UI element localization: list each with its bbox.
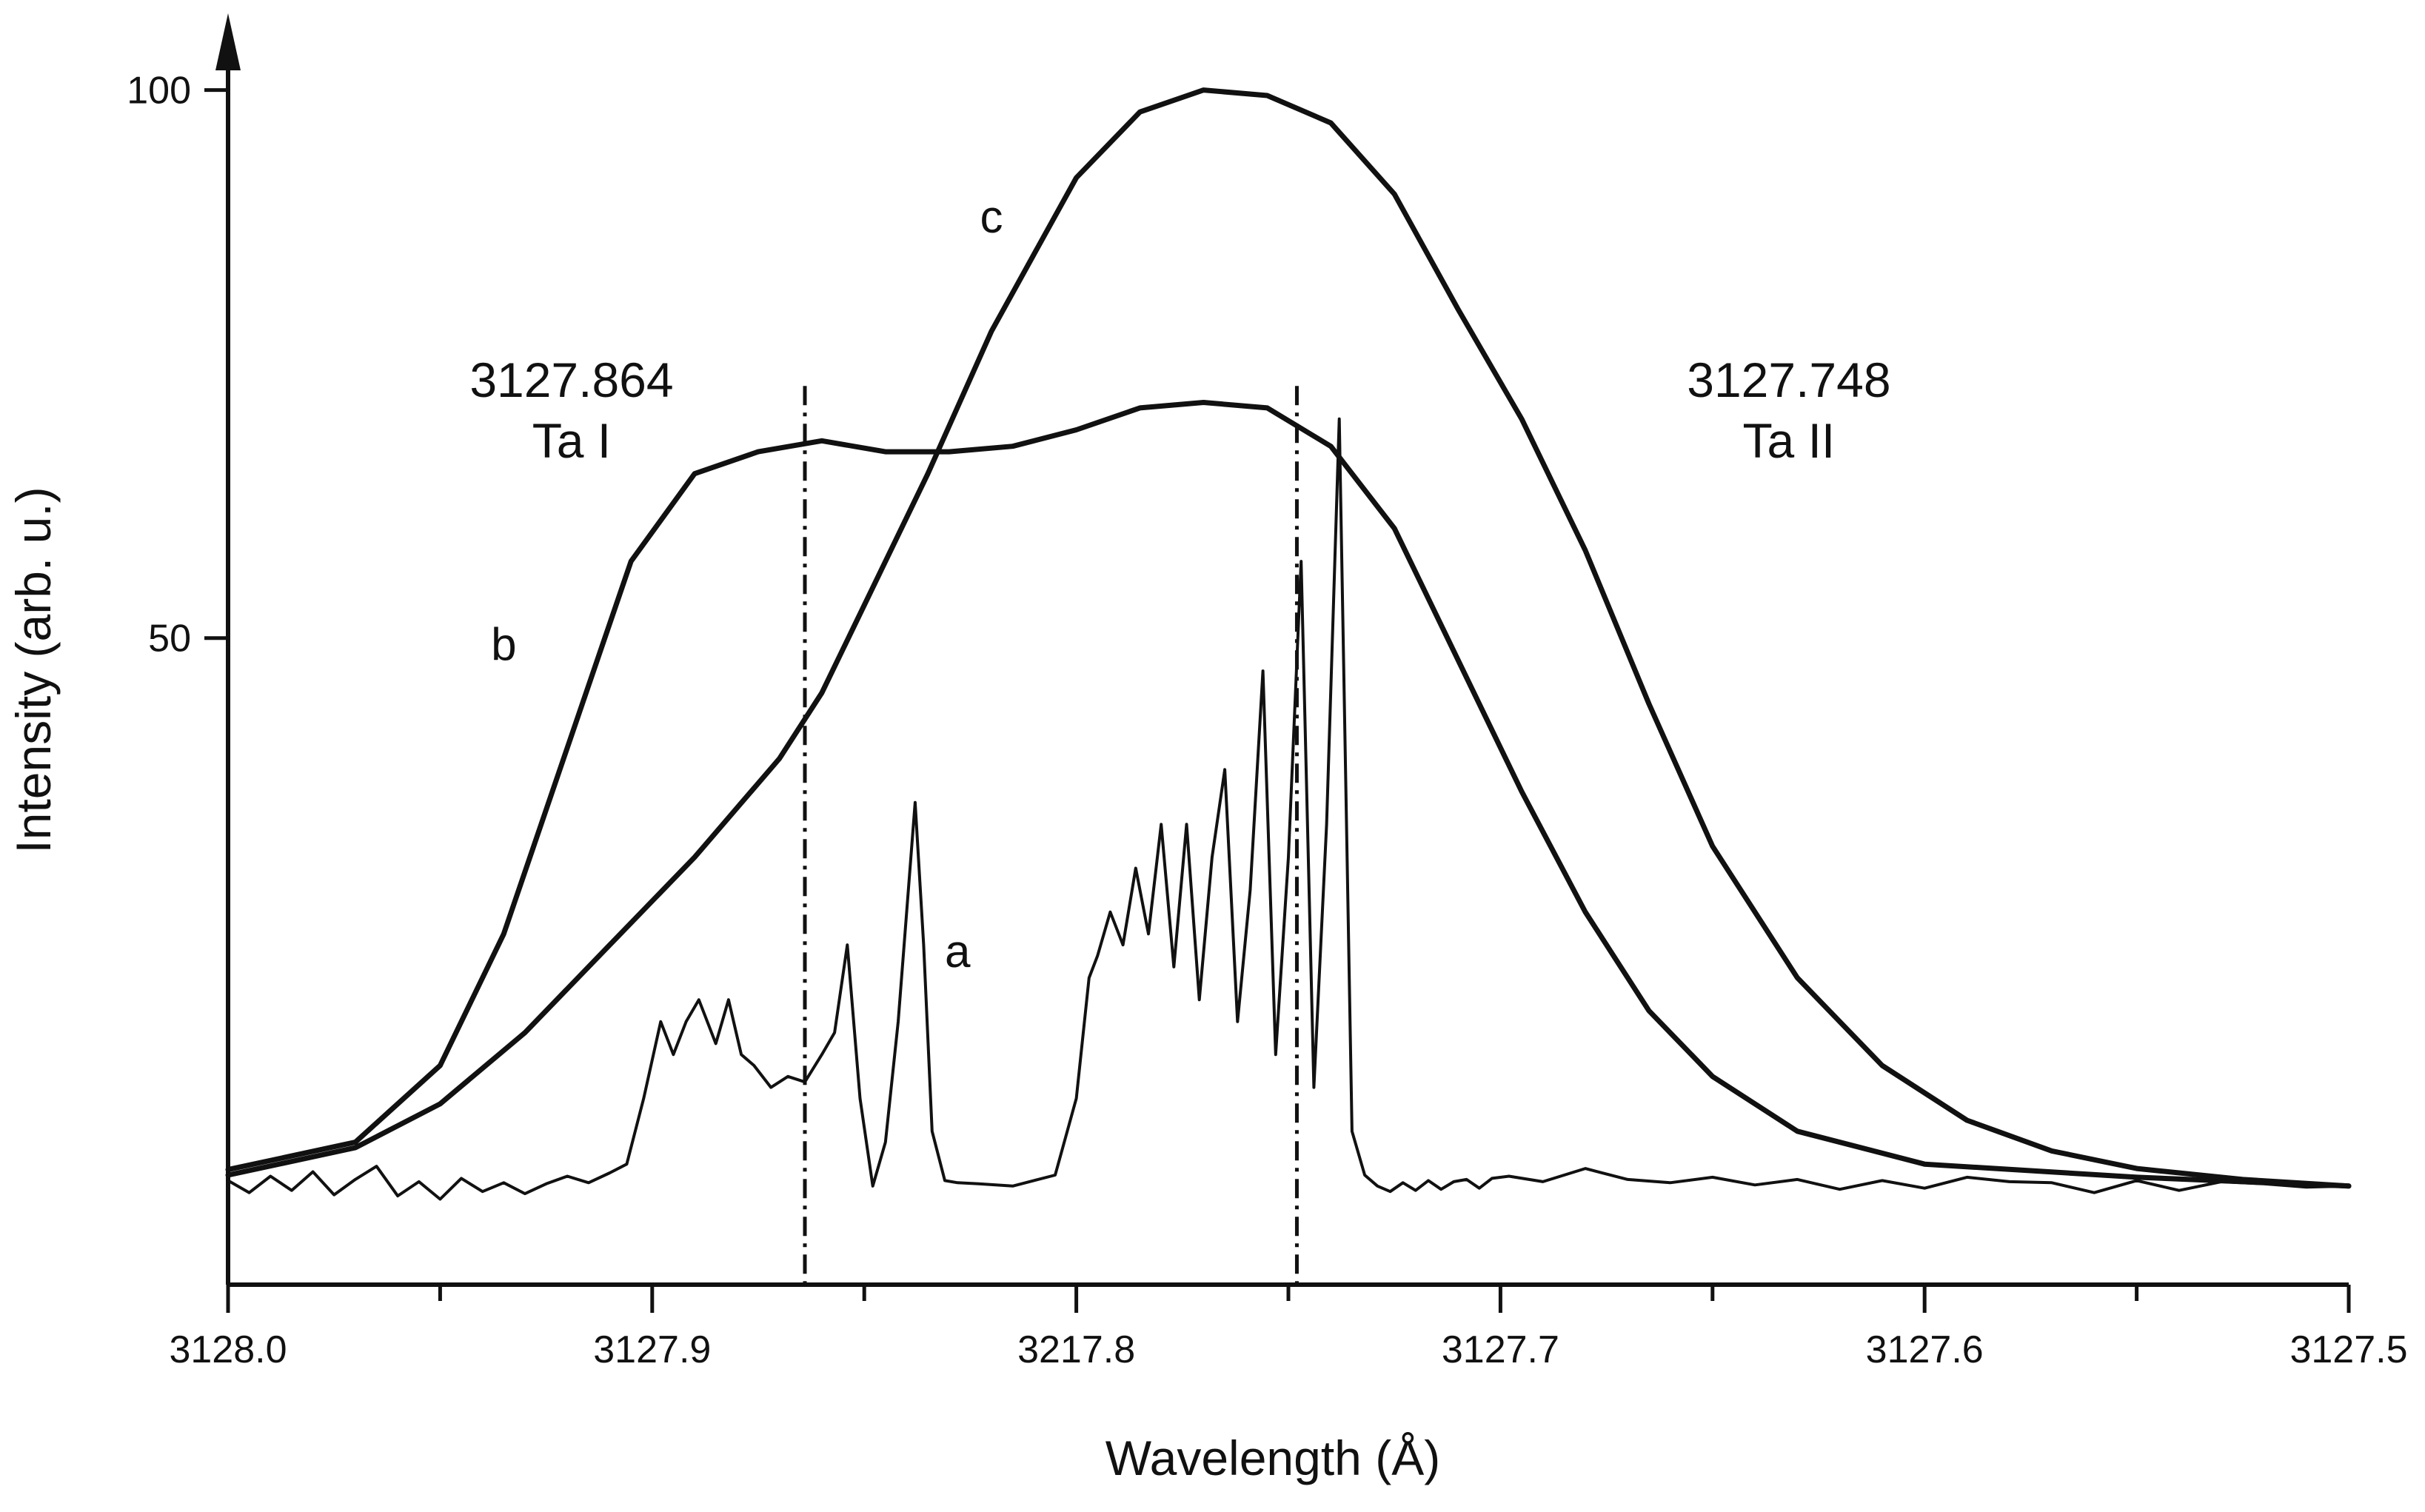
y-axis-title: Intensity (arb. u.) <box>6 486 61 853</box>
line-annotations: 3127.864 Ta I 3127.748 Ta II <box>469 352 1890 468</box>
x-axis-title: Wavelength (Å) <box>1106 1431 1440 1485</box>
series-a-line <box>227 417 2350 1201</box>
y-axis-ticks: 50 100 <box>127 70 228 660</box>
annotation-species-0: Ta I <box>532 413 611 468</box>
x-tick-label: 3127.5 <box>2289 1328 2407 1371</box>
annotation-wavelength-1: 3127.748 <box>1687 352 1890 407</box>
curve-label-c: c <box>980 192 1003 243</box>
x-axis-ticks: 3128.0 3127.9 3217.8 3127.7 3127.6 3127.5 <box>169 1285 2408 1371</box>
y-tick-label: 50 <box>148 618 191 660</box>
annotation-species-1: Ta II <box>1743 413 1836 468</box>
x-tick-label: 3127.6 <box>1866 1328 1984 1371</box>
series-b-line <box>225 400 2352 1189</box>
y-tick-label: 100 <box>127 70 191 113</box>
x-tick-label: 3217.8 <box>1017 1328 1135 1371</box>
curve-labels: a b c <box>491 192 1003 977</box>
x-tick-label: 3128.0 <box>169 1328 287 1371</box>
y-axis-arrow-icon <box>215 13 241 70</box>
x-tick-label: 3127.9 <box>593 1328 711 1371</box>
series-c-line <box>225 87 2352 1189</box>
annotation-wavelength-0: 3127.864 <box>469 352 673 407</box>
reference-lines <box>803 386 1299 1285</box>
x-tick-label: 3127.7 <box>1442 1328 1559 1371</box>
series-layer <box>225 87 2352 1201</box>
curve-label-a: a <box>945 926 971 977</box>
curve-label-b: b <box>491 619 516 670</box>
